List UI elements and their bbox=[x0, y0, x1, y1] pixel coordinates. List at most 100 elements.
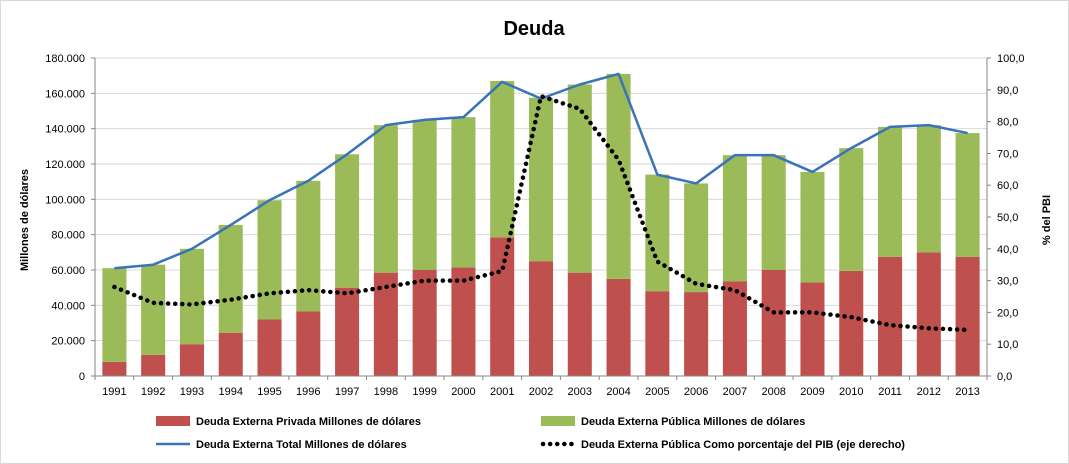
x-tick-label: 2004 bbox=[606, 386, 630, 398]
bar-privada bbox=[800, 282, 825, 376]
x-tick-label: 2008 bbox=[761, 386, 785, 398]
bar-privada bbox=[606, 278, 631, 376]
legend-total: Deuda Externa Total Millones de dólares bbox=[156, 439, 407, 451]
y-tick-label: 160.000 bbox=[45, 88, 85, 100]
y-tick-label: 180.000 bbox=[45, 53, 85, 65]
y-tick-label: 80.000 bbox=[51, 230, 85, 242]
x-tick-label: 2007 bbox=[723, 386, 747, 398]
bar-publica bbox=[567, 84, 592, 273]
x-tick-label: 2003 bbox=[568, 386, 592, 398]
legend: Deuda Externa Privada Millones de dólare… bbox=[156, 416, 905, 451]
y2-tick-label: 0,0 bbox=[997, 371, 1012, 383]
legend-label: Deuda Externa Total Millones de dólares bbox=[196, 439, 407, 451]
x-tick-label: 1999 bbox=[412, 386, 436, 398]
bar-publica bbox=[451, 117, 476, 268]
bar-privada bbox=[412, 270, 437, 376]
x-tick-label: 2013 bbox=[955, 386, 979, 398]
bar-privada bbox=[257, 319, 282, 376]
chart-title: Deuda bbox=[503, 18, 565, 40]
y2-tick-label: 10,0 bbox=[997, 339, 1018, 351]
line-pct-pib bbox=[112, 93, 970, 333]
y-tick-label: 20.000 bbox=[51, 336, 85, 348]
bar-privada bbox=[916, 252, 941, 376]
line-total bbox=[114, 72, 968, 270]
bar-privada bbox=[839, 270, 864, 376]
y2-tick-label: 50,0 bbox=[997, 212, 1018, 224]
legend-label: Deuda Externa Privada Millones de dólare… bbox=[196, 416, 421, 428]
y2-tick-label: 100,0 bbox=[997, 53, 1025, 65]
lines bbox=[112, 72, 970, 333]
x-tick-label: 2009 bbox=[800, 386, 824, 398]
legend-pct: Deuda Externa Pública Como porcentaje de… bbox=[540, 439, 905, 451]
bar-privada bbox=[490, 237, 515, 376]
legend-label: Deuda Externa Pública Como porcentaje de… bbox=[581, 439, 905, 451]
x-tick-label: 2002 bbox=[529, 386, 553, 398]
x-tick-label: 2006 bbox=[684, 386, 708, 398]
bar-publica bbox=[878, 126, 903, 257]
y2-tick-label: 60,0 bbox=[997, 180, 1018, 192]
y2-tick-label: 90,0 bbox=[997, 85, 1018, 97]
bar-publica bbox=[373, 125, 398, 273]
y-tick-label: 140.000 bbox=[45, 124, 85, 136]
bar-privada bbox=[218, 332, 243, 376]
bar-publica bbox=[528, 97, 554, 262]
x-tick-label: 1992 bbox=[141, 386, 165, 398]
bar-privada bbox=[141, 354, 166, 376]
bar-privada bbox=[645, 291, 670, 376]
bar-privada bbox=[179, 344, 204, 376]
bar-privada bbox=[567, 272, 592, 376]
bar-privada bbox=[722, 281, 747, 376]
y-tick-label: 40.000 bbox=[51, 300, 85, 312]
y2-tick-label: 20,0 bbox=[997, 307, 1018, 319]
bar-publica bbox=[722, 155, 747, 282]
y2-tick-label: 40,0 bbox=[997, 244, 1018, 256]
bar-privada bbox=[684, 292, 709, 376]
bar-publica bbox=[955, 133, 980, 257]
x-tick-label: 2001 bbox=[490, 386, 514, 398]
bar-publica bbox=[141, 264, 166, 355]
y-tick-label: 0 bbox=[79, 371, 85, 383]
x-tick-label: 2011 bbox=[878, 386, 902, 398]
bar-publica bbox=[179, 248, 204, 345]
bar-privada bbox=[102, 361, 127, 376]
bar-publica bbox=[684, 183, 709, 293]
x-tick-label: 2000 bbox=[451, 386, 475, 398]
x-tick-label: 1991 bbox=[102, 386, 126, 398]
bar-publica bbox=[102, 268, 127, 362]
y-tick-label: 100.000 bbox=[45, 194, 85, 206]
bar-privada bbox=[296, 311, 321, 376]
x-tick-label: 2012 bbox=[917, 386, 941, 398]
bar-publica bbox=[257, 200, 282, 320]
x-tick-label: 1997 bbox=[335, 386, 359, 398]
bar-publica bbox=[218, 224, 243, 333]
legend-privada: Deuda Externa Privada Millones de dólare… bbox=[156, 416, 421, 428]
bar-privada bbox=[528, 261, 554, 376]
bar-privada bbox=[335, 287, 360, 376]
y2-tick-label: 80,0 bbox=[997, 117, 1018, 129]
x-tick-label: 2010 bbox=[839, 386, 863, 398]
bar-publica bbox=[412, 119, 437, 270]
y-tick-label: 120.000 bbox=[45, 159, 85, 171]
y2-axis-label: % del PBI bbox=[1041, 195, 1053, 245]
legend-publica: Deuda Externa Pública Millones de dólare… bbox=[541, 416, 805, 428]
bar-publica bbox=[335, 154, 360, 288]
y2-tick-label: 70,0 bbox=[997, 148, 1018, 160]
legend-label: Deuda Externa Pública Millones de dólare… bbox=[581, 416, 805, 428]
x-tick-label: 1998 bbox=[374, 386, 398, 398]
bar-privada bbox=[878, 256, 903, 376]
bar-privada bbox=[761, 270, 786, 376]
axes: 0 20.000 40.000 60.000 80.000 100.000 120.000 1… bbox=[45, 53, 1024, 398]
y-tick-label: 60.000 bbox=[51, 265, 85, 277]
x-tick-label: 1995 bbox=[257, 386, 281, 398]
bars bbox=[102, 73, 980, 376]
bar-privada bbox=[451, 267, 476, 376]
x-tick-label: 1994 bbox=[218, 386, 242, 398]
bar-publica bbox=[916, 125, 941, 253]
bar-privada bbox=[373, 272, 398, 376]
y2-tick-label: 30,0 bbox=[997, 276, 1018, 288]
y-axis-label: Millones de dólares bbox=[19, 169, 31, 271]
bar-privada bbox=[955, 256, 980, 376]
legend-swatch bbox=[156, 416, 190, 426]
